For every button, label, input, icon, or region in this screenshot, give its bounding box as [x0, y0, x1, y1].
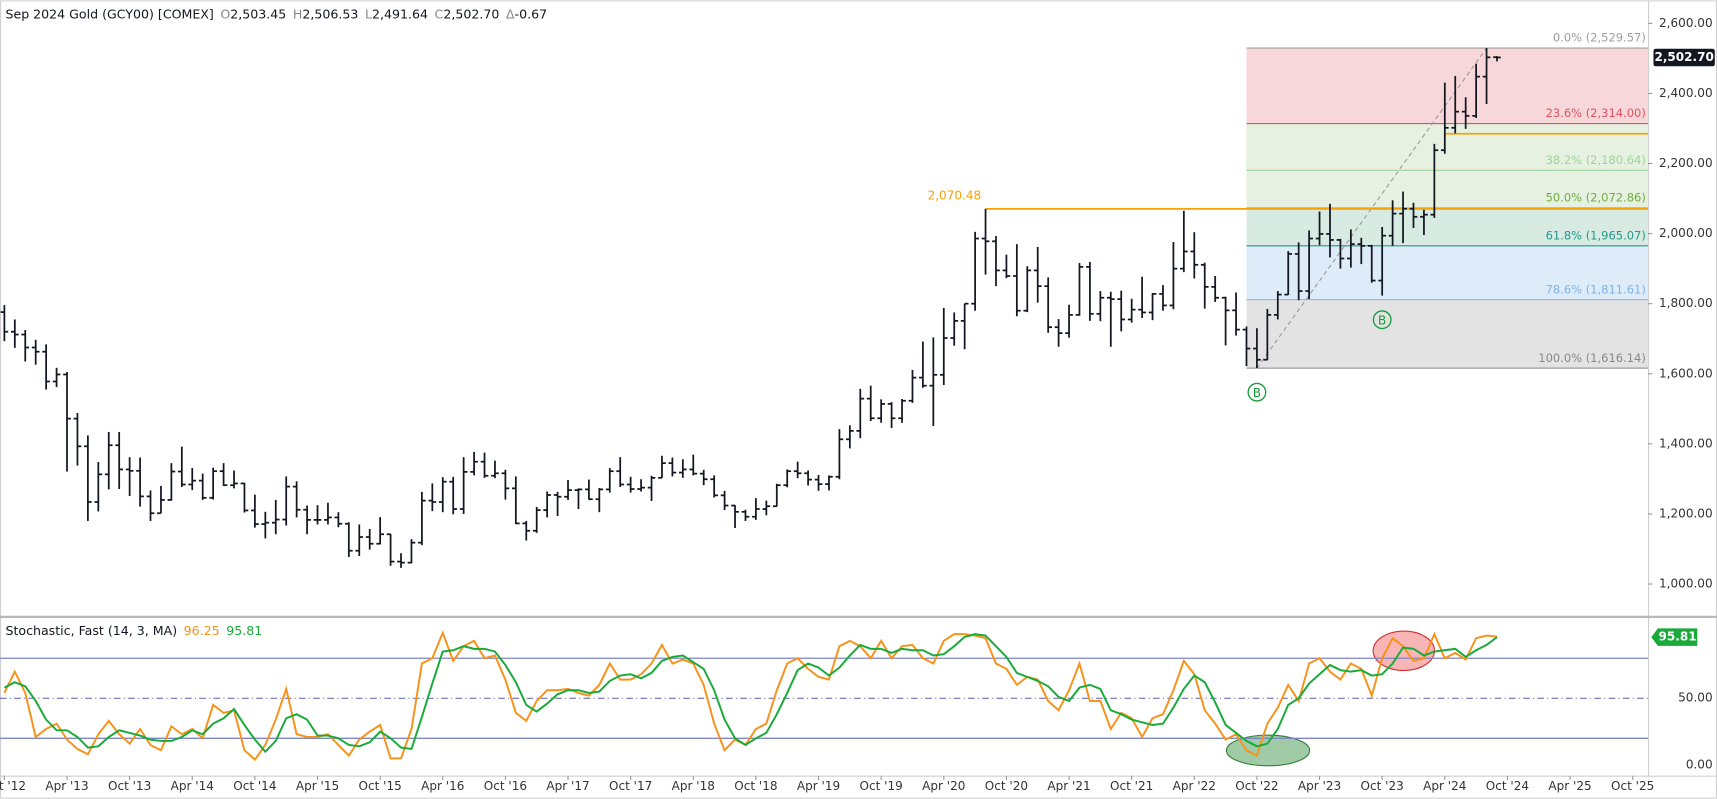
x-tick-label: Apr '16 — [421, 779, 464, 793]
x-tick-label: Oct '19 — [860, 779, 903, 793]
x-tick-label: Oct '17 — [609, 779, 652, 793]
x-tick-label: Oct '21 — [1110, 779, 1153, 793]
chart-title: Sep 2024 Gold (GCY00) [COMEX] — [5, 6, 213, 21]
stoch-tick-label: 0.00 — [1686, 757, 1713, 771]
y-tick-label: 1,800.00 — [1659, 296, 1713, 310]
low-highlight — [1225, 734, 1311, 767]
y-tick-label: 2,000.00 — [1659, 226, 1713, 240]
fib-label: 0.0% (2,529.57) — [1553, 31, 1646, 45]
y-tick-label: 1,200.00 — [1659, 506, 1713, 520]
fib-band — [1246, 208, 1649, 246]
fib-band — [1246, 123, 1649, 171]
x-tick-label: Oct '23 — [1361, 779, 1404, 793]
x-tick-label: Oct '18 — [734, 779, 777, 793]
quote-value: 2,502.70 — [443, 6, 499, 21]
y-tick-label: 1,000.00 — [1659, 577, 1713, 591]
x-tick-label: Oct '15 — [359, 779, 402, 793]
x-tick-label: Oct '25 — [1611, 779, 1654, 793]
y-tick-label: 2,600.00 — [1659, 16, 1713, 30]
x-tick-label: Apr '15 — [296, 779, 339, 793]
quote-value: -0.67 — [515, 6, 548, 21]
header: Sep 2024 Gold (GCY00) [COMEX] O2,503.45 H2… — [5, 6, 547, 21]
marker-circle — [1247, 382, 1267, 402]
x-tick-label: Oct '12 — [0, 779, 26, 793]
stoch-line — [3, 633, 1498, 754]
fib-band — [1246, 299, 1649, 369]
fib-label: 100.0% (1,616.14) — [1538, 351, 1646, 365]
x-tick-label: Apr '23 — [1298, 779, 1341, 793]
x-tick-label: Apr '20 — [922, 779, 965, 793]
stoch-value-label: 95.81 — [1659, 630, 1697, 644]
stoch-value: 95.81 — [226, 623, 262, 638]
marker-circle — [1372, 310, 1392, 330]
marker-label: B — [1253, 386, 1261, 400]
x-tick-label: Apr '25 — [1548, 779, 1591, 793]
stoch-line — [3, 630, 1498, 762]
fib-trend — [1256, 47, 1487, 369]
x-tick-label: Apr '21 — [1047, 779, 1090, 793]
quote-name: Δ — [506, 6, 515, 21]
quote-name: C — [435, 6, 444, 21]
quote-value: 2,503.45 — [230, 6, 286, 21]
x-tick-label: Oct '14 — [233, 779, 276, 793]
stoch-value: 96.25 — [184, 623, 220, 638]
x-tick-label: Apr '22 — [1173, 779, 1216, 793]
fib-label: 23.6% (2,314.00) — [1546, 106, 1646, 120]
quote-name: H — [293, 6, 302, 21]
high-highlight — [1372, 630, 1436, 672]
stoch-header: Stochastic, Fast (14, 3, MA) 96.25 95.81 — [5, 623, 262, 638]
quote-value: 2,491.64 — [372, 6, 428, 21]
x-tick-label: Apr '17 — [546, 779, 589, 793]
quote-name: L — [365, 6, 372, 21]
x-tick-label: Oct '16 — [484, 779, 527, 793]
x-tick-label: Apr '18 — [672, 779, 715, 793]
stoch-title: Stochastic, Fast (14, 3, MA) — [5, 623, 177, 638]
last-price-box — [1653, 48, 1715, 67]
fib-band — [1246, 170, 1649, 209]
fib-band — [1246, 48, 1649, 124]
fib-label: 61.8% (1,965.07) — [1546, 228, 1646, 242]
x-tick-label: Apr '19 — [797, 779, 840, 793]
fib-band — [1246, 245, 1649, 300]
fib-label: 38.2% (2,180.64) — [1546, 153, 1646, 167]
y-tick-label: 2,200.00 — [1659, 156, 1713, 170]
marker-label: B — [1378, 313, 1386, 327]
last-price-label: 2,502.70 — [1654, 50, 1713, 64]
fib-label: 50.0% (2,072.86) — [1546, 191, 1646, 205]
x-tick-label: Oct '22 — [1235, 779, 1278, 793]
y-tick-label: 1,600.00 — [1659, 366, 1713, 380]
quote-value: 2,506.53 — [302, 6, 358, 21]
quote-name: O — [220, 6, 230, 21]
stoch-tick-label: 50.00 — [1678, 691, 1712, 705]
stoch-value-box — [1651, 628, 1698, 646]
x-tick-label: Oct '20 — [985, 779, 1028, 793]
x-tick-label: Apr '14 — [171, 779, 214, 793]
y-tick-label: 1,400.00 — [1659, 436, 1713, 450]
level-label: 2,070.48 — [928, 188, 982, 202]
plot: 0.0% (2,529.57) 23.6% (2,314.00) 38.2% (2,… — [0, 6, 1715, 793]
x-tick-label: Oct '24 — [1486, 779, 1529, 793]
x-tick-label: Oct '13 — [108, 779, 151, 793]
x-tick-label: Apr '24 — [1423, 779, 1466, 793]
x-tick-label: Apr '13 — [45, 779, 88, 793]
fib-label: 78.6% (1,811.61) — [1546, 282, 1646, 296]
y-tick-label: 2,400.00 — [1659, 86, 1713, 100]
